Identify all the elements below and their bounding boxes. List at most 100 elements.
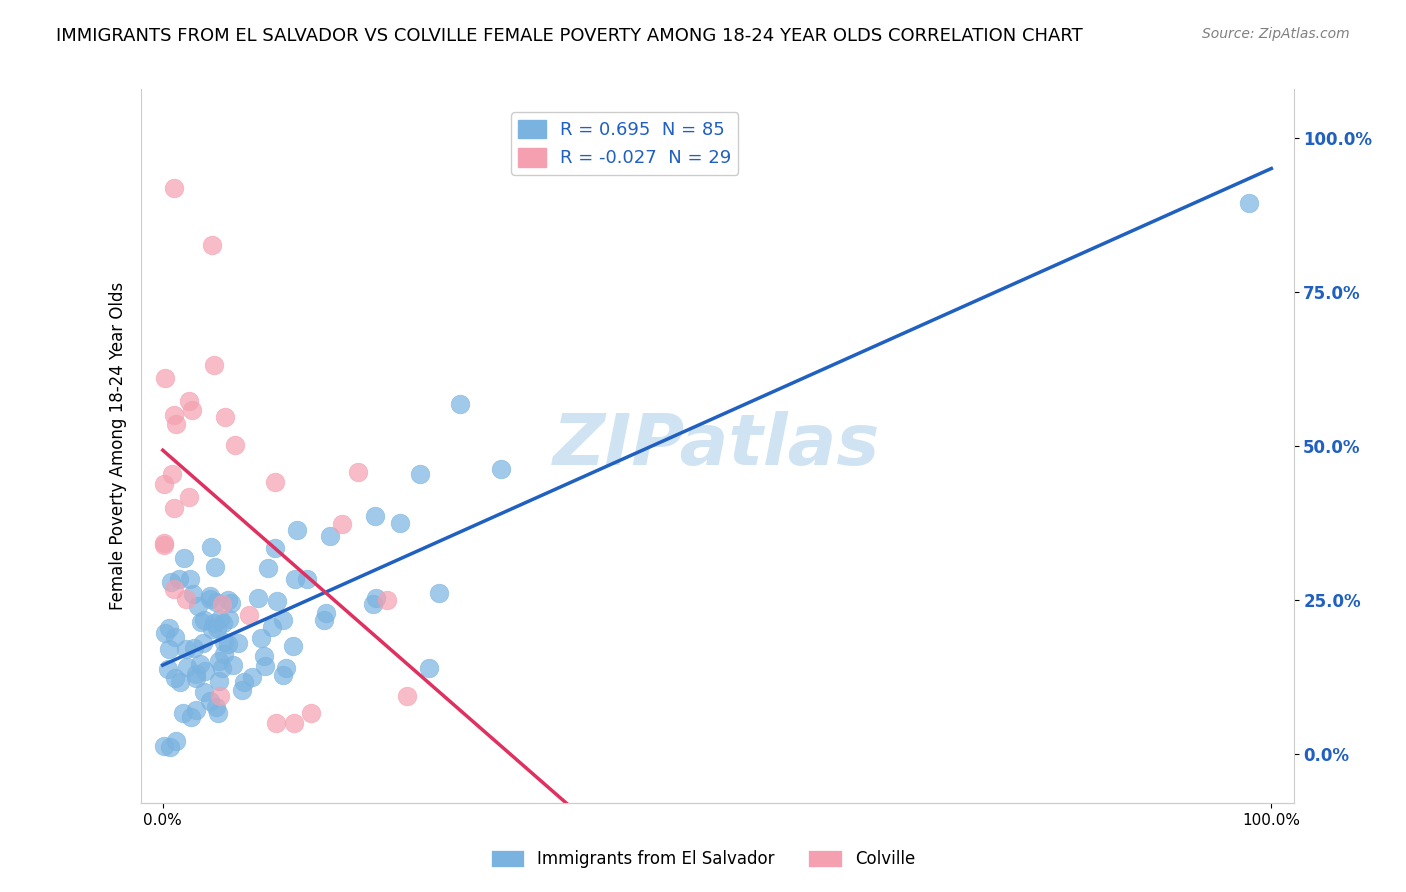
Point [201, 622, 224, 636]
Point [299, 706, 322, 720]
Point [1237, 195, 1260, 210]
Point [163, 409, 186, 423]
Point [218, 612, 240, 626]
Point [163, 582, 186, 596]
Point [172, 706, 194, 720]
Point [179, 394, 201, 409]
Point [184, 671, 207, 685]
Point [200, 589, 222, 603]
Point [262, 620, 284, 634]
Point [271, 668, 294, 682]
Point [295, 572, 318, 586]
Point [222, 657, 245, 672]
Point [208, 654, 231, 668]
Point [218, 592, 240, 607]
Point [204, 560, 226, 574]
Point [201, 237, 224, 252]
Point [281, 639, 304, 653]
Point [207, 706, 229, 720]
Point [427, 585, 450, 599]
Point [246, 591, 269, 605]
Point [198, 592, 221, 607]
Point [156, 662, 179, 676]
Point [264, 715, 287, 730]
Point [200, 540, 222, 554]
Point [193, 685, 215, 699]
Point [193, 636, 215, 650]
Point [190, 615, 212, 629]
Point [165, 417, 187, 431]
Point [159, 740, 181, 755]
Point [173, 551, 195, 566]
Point [221, 596, 243, 610]
Point [364, 508, 387, 523]
Text: IMMIGRANTS FROM EL SALVADOR VS COLVILLE FEMALE POVERTY AMONG 18-24 YEAR OLDS COR: IMMIGRANTS FROM EL SALVADOR VS COLVILLE … [56, 27, 1083, 45]
Point [174, 641, 197, 656]
Point [208, 673, 231, 688]
Point [364, 591, 387, 605]
Point [211, 598, 233, 612]
Point [179, 572, 201, 586]
Point [418, 661, 440, 675]
Point [212, 634, 235, 648]
Point [176, 660, 198, 674]
Point [208, 689, 231, 703]
Point [375, 593, 398, 607]
Point [183, 640, 205, 655]
Point [361, 597, 384, 611]
Point [157, 621, 180, 635]
Point [167, 572, 190, 586]
Text: Source: ZipAtlas.com: Source: ZipAtlas.com [1202, 27, 1350, 41]
Point [165, 631, 187, 645]
Point [389, 516, 412, 531]
Point [252, 648, 274, 663]
Point [330, 516, 353, 531]
Point [200, 694, 222, 708]
Point [226, 636, 249, 650]
Point [157, 641, 180, 656]
Point [176, 592, 198, 607]
Point [314, 613, 336, 627]
Point [194, 664, 217, 678]
Point [180, 709, 202, 723]
Point [187, 599, 209, 614]
Point [205, 700, 228, 714]
Point [395, 690, 418, 704]
Point [285, 523, 308, 537]
Point [266, 594, 288, 608]
Point [169, 674, 191, 689]
Point [274, 661, 297, 675]
Point [153, 739, 176, 753]
Point [205, 595, 228, 609]
Legend: Immigrants from El Salvador, Colville: Immigrants from El Salvador, Colville [484, 843, 922, 875]
Point [214, 409, 236, 424]
Point [346, 466, 368, 480]
Point [231, 682, 253, 697]
Point [271, 613, 294, 627]
Point [257, 561, 280, 575]
Point [193, 614, 215, 628]
Point [155, 371, 177, 385]
Point [181, 587, 204, 601]
Point [177, 491, 200, 505]
Point [165, 671, 187, 685]
Point [449, 397, 471, 411]
Point [315, 606, 337, 620]
Point [250, 631, 273, 645]
Point [214, 647, 236, 661]
Point [153, 538, 176, 552]
Point [163, 501, 186, 516]
Point [264, 541, 287, 555]
Point [409, 467, 432, 481]
Text: ZIPatlas: ZIPatlas [554, 411, 880, 481]
Y-axis label: Female Poverty Among 18-24 Year Olds: Female Poverty Among 18-24 Year Olds [108, 282, 127, 610]
Point [489, 462, 512, 476]
Point [207, 621, 229, 635]
Point [180, 403, 202, 417]
Point [153, 536, 176, 550]
Point [211, 661, 233, 675]
Point [264, 475, 287, 489]
Point [184, 703, 207, 717]
Point [238, 607, 260, 622]
Point [211, 615, 233, 630]
